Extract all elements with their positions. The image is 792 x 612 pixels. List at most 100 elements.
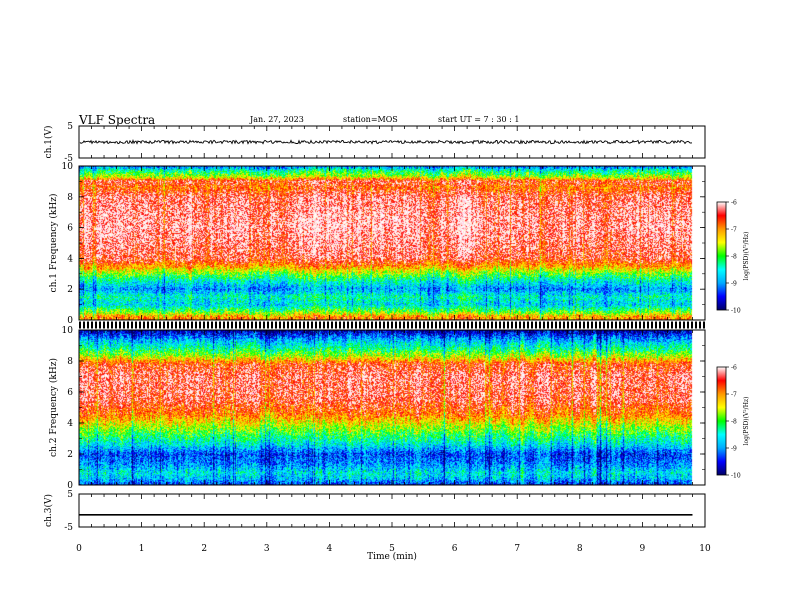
x-tick-label: 4 xyxy=(327,544,333,554)
panel-gap-tick xyxy=(135,321,137,329)
panel-gap-tick xyxy=(411,321,413,329)
x-tick-label: 5 xyxy=(389,544,395,554)
colorbar-tick-label: -9 xyxy=(731,446,737,453)
panel-gap-tick xyxy=(103,321,105,329)
panel-gap-tick xyxy=(123,321,125,329)
y-tick-label: 0 xyxy=(67,481,73,491)
panel-gap-tick xyxy=(339,321,341,329)
panel-gap-tick xyxy=(679,321,681,329)
x-tick-label: 7 xyxy=(514,544,520,554)
panel-gap-tick xyxy=(107,321,109,329)
panel-gap-tick xyxy=(467,321,469,329)
panel-gap-tick xyxy=(167,321,169,329)
panel-gap-tick xyxy=(183,321,185,329)
panel-gap-tick xyxy=(327,321,329,329)
panel-gap-tick xyxy=(691,321,693,329)
panel-gap-tick xyxy=(555,321,557,329)
panel-gap-tick xyxy=(443,321,445,329)
colorbar-label: log(PSD)(V²/Hz) xyxy=(743,397,750,446)
panel-gap-tick xyxy=(483,321,485,329)
panel-gap-tick xyxy=(279,321,281,329)
y-tick-label: 8 xyxy=(67,357,73,367)
panel-gap-tick xyxy=(83,321,85,329)
panel-gap-tick xyxy=(567,321,569,329)
panel-gap-tick xyxy=(523,321,525,329)
panel-gap-tick xyxy=(535,321,537,329)
panel-gap-tick xyxy=(383,321,385,329)
panel-gap-tick xyxy=(99,321,101,329)
panel-gap-tick xyxy=(131,321,133,329)
panel-gap-tick xyxy=(267,321,269,329)
panel-gap-tick xyxy=(687,321,689,329)
panel-gap-tick xyxy=(347,321,349,329)
panel-gap-tick xyxy=(163,321,165,329)
panel-gap-tick xyxy=(219,321,221,329)
chart-title: VLF Spectra xyxy=(79,113,156,127)
panel-gap-tick xyxy=(95,321,97,329)
panel-gap-tick xyxy=(531,321,533,329)
colorbar-tick-label: -10 xyxy=(731,308,741,315)
colorbar-1 xyxy=(716,201,727,311)
x-tick-label: 1 xyxy=(139,544,145,554)
panel-gap-tick xyxy=(527,321,529,329)
y-axis-label: ch.2 Frequency (kHz) xyxy=(48,358,59,457)
panel-gap-tick xyxy=(207,321,209,329)
panel-gap-tick xyxy=(343,321,345,329)
panel-gap-tick xyxy=(591,321,593,329)
panel-gap-tick xyxy=(595,321,597,329)
panel-gap-tick xyxy=(127,321,129,329)
panel-gap-tick xyxy=(403,321,405,329)
panel-gap-tick xyxy=(287,321,289,329)
panel-gap-tick xyxy=(391,321,393,329)
panel-gap-tick xyxy=(311,321,313,329)
start-time-label: start UT = 7 : 30 : 1 xyxy=(438,115,520,124)
panel-gap-tick xyxy=(619,321,621,329)
panel-gap-tick xyxy=(115,321,117,329)
panel-gap-tick xyxy=(187,321,189,329)
panel-gap-tick xyxy=(435,321,437,329)
y-tick-label: 0 xyxy=(67,316,73,326)
panel-gap-tick xyxy=(455,321,457,329)
panel-gap-tick xyxy=(319,321,321,329)
x-axis-title: Time (min) xyxy=(367,551,417,562)
date-label: Jan. 27, 2023 xyxy=(250,115,304,124)
panel-gap-tick xyxy=(603,321,605,329)
panel-gap-tick xyxy=(571,321,573,329)
y-tick-label: 4 xyxy=(67,419,73,429)
panel-gap-tick xyxy=(539,321,541,329)
panel-gap-tick xyxy=(695,321,697,329)
panel-gap-tick xyxy=(259,321,261,329)
panel-gap-tick xyxy=(543,321,545,329)
panel-gap-tick xyxy=(615,321,617,329)
panel-gap-tick xyxy=(363,321,365,329)
panel-gap-tick xyxy=(647,321,649,329)
ch1-waveform-trace xyxy=(79,139,693,145)
panel-gap-tick xyxy=(111,321,113,329)
y-axis-label: ch.1 Frequency (kHz) xyxy=(48,194,59,293)
y-tick-label: -5 xyxy=(64,154,73,164)
panel-gap-tick xyxy=(291,321,293,329)
colorbar-tick-label: -6 xyxy=(731,200,737,207)
y-tick-label: 4 xyxy=(67,254,73,264)
panel-gap-tick xyxy=(275,321,277,329)
colorbar-tick-label: -8 xyxy=(731,254,737,261)
ch1-spectrogram-heatmap xyxy=(79,166,705,320)
panel-gap-tick xyxy=(139,321,141,329)
panel-gap-tick xyxy=(503,321,505,329)
panel-gap-tick xyxy=(399,321,401,329)
panel-gap-tick xyxy=(663,321,665,329)
panel-gap-tick xyxy=(395,321,397,329)
panel-gap-tick xyxy=(655,321,657,329)
y-tick-label: 2 xyxy=(67,285,73,295)
x-tick-label: 9 xyxy=(640,544,646,554)
panel-gap-tick xyxy=(551,321,553,329)
colorbar-tick-label: -10 xyxy=(731,473,741,480)
panel-gap-tick xyxy=(303,321,305,329)
y-tick-label: 10 xyxy=(62,162,74,172)
panel-gap-tick xyxy=(639,321,641,329)
panel-gap-tick xyxy=(203,321,205,329)
colorbar-tick-label: -7 xyxy=(731,227,737,234)
panel-gap-tick xyxy=(335,321,337,329)
panel-gap-tick xyxy=(323,321,325,329)
panel-gap-tick xyxy=(511,321,513,329)
